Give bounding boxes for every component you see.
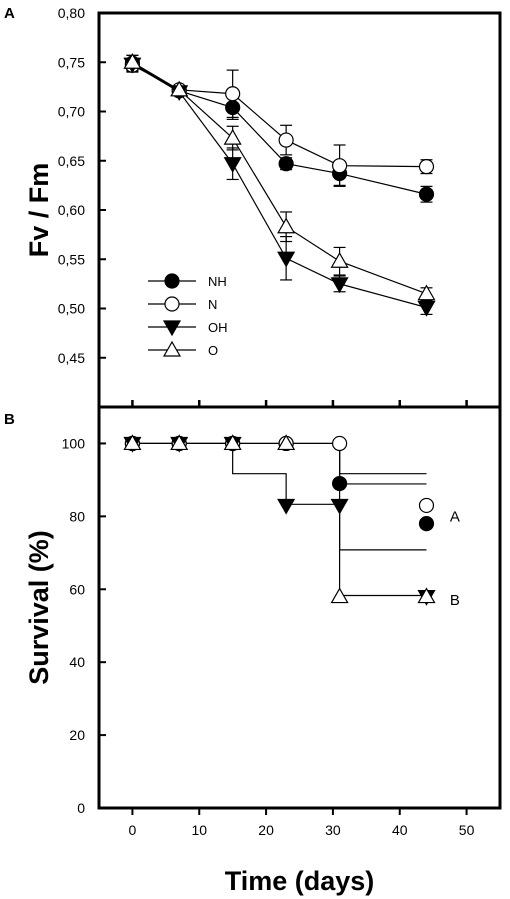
group-annotation: B: [450, 592, 460, 609]
panel-b-y-tick-label: 60: [69, 581, 85, 597]
panel-b-x-tick-label: 10: [191, 822, 207, 838]
series-OH-point: [330, 498, 349, 515]
panel-a-y-tick-label: 0,45: [58, 350, 85, 366]
panel-b: B 0 20 40 60 80 100 0 10 20 30 40 50 Survival (%) Time…: [4, 405, 502, 896]
series-OH-point: [277, 498, 296, 515]
panel-a-y-tick-label: 0,60: [58, 202, 85, 218]
series-NH-point: [225, 99, 241, 116]
series-N-point: [278, 132, 294, 148]
panel-b-y-tick-label: 40: [69, 654, 85, 670]
panel-a-y-tick-label: 0,55: [58, 251, 85, 267]
panel-a-y-tick-label: 0,80: [58, 5, 85, 21]
series-N-point: [418, 159, 435, 175]
panel-b-y-tick-label: 0: [77, 800, 85, 816]
panel-b-frame: [97, 405, 502, 810]
series-N-point: [332, 158, 348, 174]
series-N-point: [332, 435, 348, 452]
panel-a-y-tick-label: 0,75: [58, 54, 85, 70]
series-N-point: [225, 86, 241, 102]
panel-b-label: B: [4, 411, 15, 428]
panel-a-y-tick-label: 0,70: [58, 104, 85, 120]
series-O-point: [277, 434, 296, 451]
series-O-point: [330, 252, 349, 268]
series-NH-point: [332, 475, 348, 492]
panel-b-y-axis-label: Survival (%): [24, 530, 54, 685]
series-OH-line: [132, 63, 427, 309]
series-O-point: [123, 434, 142, 451]
x-axis-label: Time (days): [225, 866, 375, 896]
panel-a-y-tick-label: 0,65: [58, 153, 85, 169]
series-OH-point: [417, 300, 436, 317]
panel-a-y-tick-label: 0,50: [58, 301, 85, 317]
legend-N-marker: [164, 296, 180, 312]
series-O-point: [330, 587, 349, 604]
series-OH-point: [330, 277, 349, 294]
panel-b-y-tick-label: 20: [69, 727, 85, 743]
legend-NH-label: NH: [208, 274, 227, 289]
panel-b-y-tick-label: 80: [69, 508, 85, 524]
panel-b-x-tick-label: 40: [392, 822, 408, 838]
series-OH-point: [277, 251, 296, 268]
series-N-line: [132, 64, 427, 168]
panel-b-x-tick-label: 20: [258, 822, 274, 838]
survival-step-O: [132, 442, 427, 597]
survival-step-OH: [132, 442, 427, 551]
series-O-point: [170, 434, 189, 451]
series-NH-point: [418, 516, 435, 532]
legend-O-marker: [162, 340, 182, 357]
series-NH-point: [418, 186, 435, 202]
panel-b-y-tick-label: 100: [62, 435, 86, 451]
legend-N-label: N: [208, 297, 217, 312]
panel-a-label: A: [4, 5, 15, 22]
legend-OH-marker: [162, 320, 182, 337]
series-O-point: [170, 80, 189, 97]
series-O-point: [123, 53, 142, 69]
panel-a: A 0,45 0,50 0,55 0,60 0,65 0,70 0,75 0,80 Fv / Fm…: [4, 5, 502, 409]
legend-OH-label: OH: [208, 320, 228, 335]
panel-b-x-tick-label: 0: [129, 822, 137, 838]
group-annotation: A: [450, 508, 460, 525]
legend-NH-marker: [164, 273, 180, 289]
series-O-point: [417, 587, 436, 604]
series-NH-point: [278, 156, 294, 172]
panel-a-y-axis-label: Fv / Fm: [24, 163, 54, 258]
series-O-point: [417, 284, 436, 301]
panel-a-frame: [97, 11, 502, 409]
series-O-point: [277, 217, 296, 234]
legend-O-label: O: [208, 343, 218, 358]
series-OH-point: [223, 157, 242, 173]
series-O-point: [223, 128, 242, 145]
series-O-point: [223, 434, 242, 451]
panel-b-x-tick-label: 30: [325, 822, 341, 838]
series-N-point: [418, 497, 435, 514]
panel-b-x-tick-label: 50: [459, 822, 475, 838]
